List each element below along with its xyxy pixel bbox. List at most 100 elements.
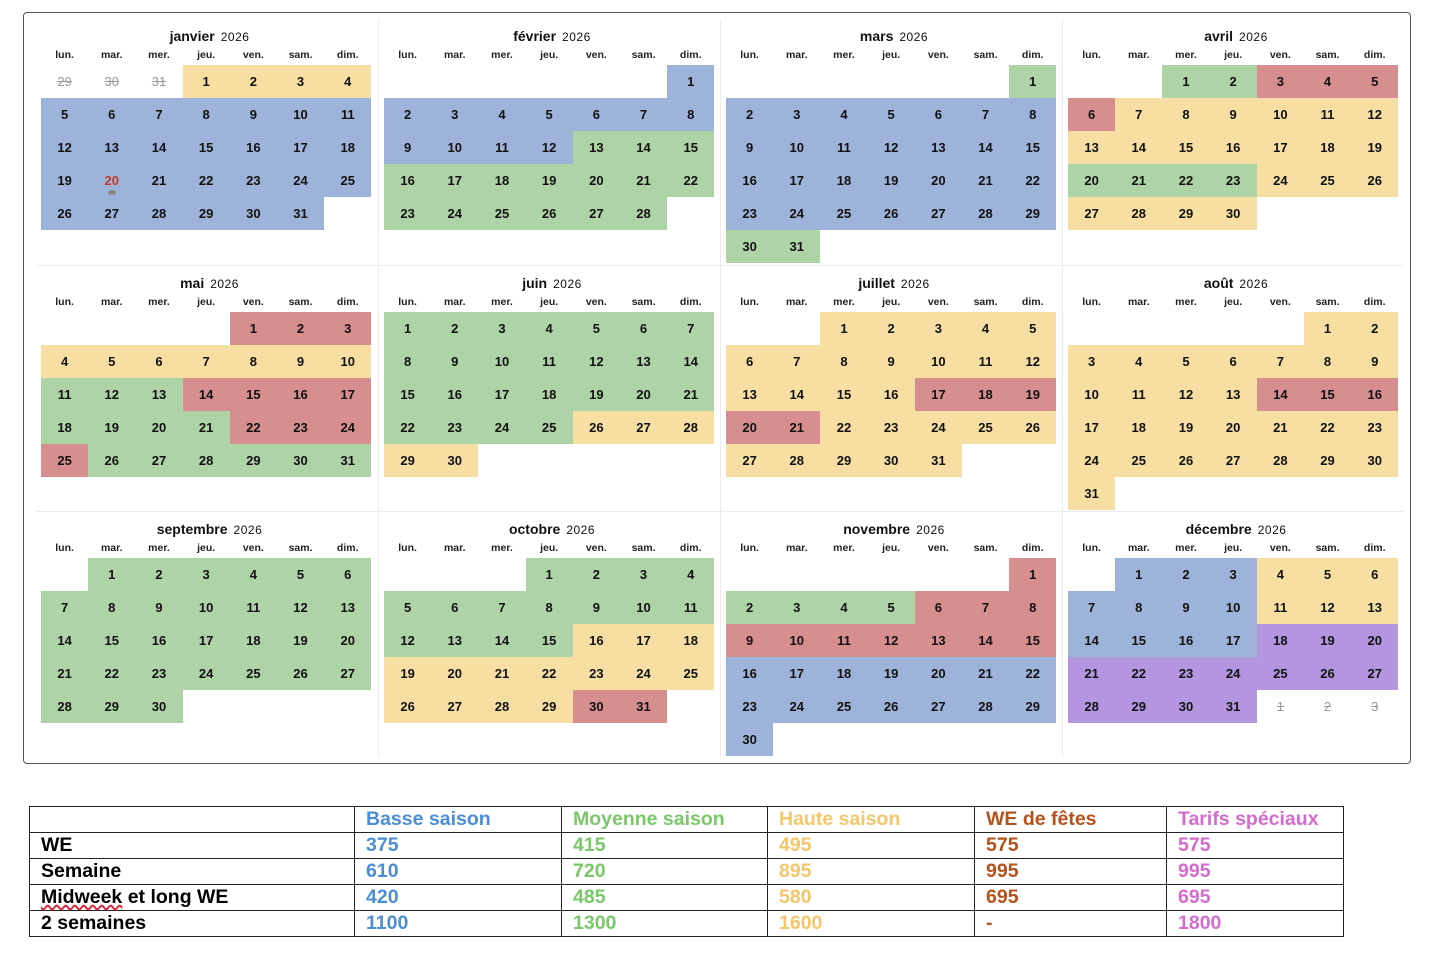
day-cell[interactable]: 28 [182,444,230,477]
day-cell[interactable]: 22 [1115,657,1163,690]
day-cell[interactable]: 11 [1256,591,1304,624]
day-cell[interactable]: 27 [914,690,962,723]
day-cell[interactable]: 5 [1162,345,1210,378]
day-cell[interactable]: 15 [229,378,277,411]
day-cell[interactable]: 16 [135,624,183,657]
day-cell[interactable]: 24 [276,164,325,197]
day-cell[interactable]: 18 [41,411,89,444]
day-cell[interactable]: 25 [667,657,715,690]
day-cell[interactable]: 8 [88,591,136,624]
day-cell[interactable]: 17 [182,624,230,657]
day-cell[interactable]: 1 [667,65,715,98]
day-cell[interactable]: 21 [961,657,1010,690]
day-cell[interactable]: 6 [135,345,183,378]
day-cell[interactable]: 15 [1115,624,1163,657]
day-cell[interactable]: 19 [41,164,89,197]
day-cell[interactable]: 6 [324,558,372,591]
day-cell[interactable]: 12 [525,131,573,164]
day-cell[interactable]: 5 [525,98,573,131]
day-cell[interactable]: 22 [667,164,715,197]
day-cell[interactable]: 22 [384,411,432,444]
day-cell[interactable]: 5 [867,591,915,624]
day-cell[interactable]: 17 [1209,624,1257,657]
day-cell[interactable]: 18 [1115,411,1163,444]
day-cell[interactable]: 3 [1209,558,1257,591]
day-cell[interactable]: 25 [820,197,868,230]
day-cell[interactable]: 11 [41,378,89,411]
day-cell[interactable]: 4 [1115,345,1163,378]
day-cell[interactable]: 10 [1209,591,1257,624]
day-cell[interactable]: 27 [1068,197,1116,230]
day-cell[interactable]: 2 [1351,312,1399,345]
day-cell[interactable]: 25 [324,164,372,197]
day-cell[interactable]: 27 [324,657,372,690]
day-cell[interactable]: 28 [135,197,183,230]
day-cell[interactable]: 28 [667,411,715,444]
day-cell[interactable]: 20 [914,164,962,197]
day-cell[interactable]: 9 [572,591,620,624]
day-cell[interactable]: 4 [820,98,868,131]
day-cell[interactable]: 24 [773,690,821,723]
day-cell[interactable]: 29 [88,690,136,723]
day-cell[interactable]: 28 [773,444,821,477]
day-cell[interactable]: 9 [867,345,915,378]
day-cell[interactable]: 9 [726,624,774,657]
day-cell[interactable]: 25 [961,411,1010,444]
day-cell[interactable]: 24 [478,411,526,444]
day-cell[interactable]: 20 [88,164,136,197]
day-cell[interactable]: 19 [1009,378,1057,411]
day-cell[interactable]: 12 [276,591,325,624]
day-cell[interactable]: 20 [572,164,620,197]
day-cell[interactable]: 4 [1303,65,1352,98]
day-cell[interactable]: 6 [572,98,620,131]
day-cell[interactable]: 27 [914,197,962,230]
day-cell[interactable]: 17 [773,657,821,690]
day-cell[interactable]: 6 [1209,345,1257,378]
day-cell[interactable]: 1 [229,312,277,345]
day-cell[interactable]: 1 [182,65,230,98]
day-cell[interactable]: 8 [182,98,230,131]
day-cell[interactable]: 19 [88,411,136,444]
day-cell[interactable]: 8 [1009,98,1057,131]
day-cell[interactable]: 27 [726,444,774,477]
day-cell[interactable]: 10 [619,591,668,624]
day-cell[interactable]: 21 [41,657,89,690]
day-cell[interactable]: 31 [276,197,325,230]
day-cell[interactable]: 3 [431,98,479,131]
day-cell[interactable]: 7 [1115,98,1163,131]
day-cell[interactable]: 7 [619,98,668,131]
day-cell[interactable]: 21 [1068,657,1116,690]
day-cell[interactable]: 22 [1009,657,1057,690]
day-cell[interactable]: 22 [525,657,573,690]
day-cell[interactable]: 10 [324,345,372,378]
day-cell[interactable]: 13 [726,378,774,411]
day-cell[interactable]: 9 [276,345,325,378]
day-cell[interactable]: 29 [384,444,432,477]
day-cell[interactable]: 27 [88,197,136,230]
day-cell[interactable]: 27 [1209,444,1257,477]
day-cell[interactable]: 23 [1209,164,1257,197]
day-cell[interactable]: 30 [726,723,774,756]
day-cell[interactable]: 31 [773,230,821,263]
day-cell[interactable]: 24 [182,657,230,690]
day-cell[interactable]: 24 [431,197,479,230]
day-cell[interactable]: 21 [182,411,230,444]
day-cell[interactable]: 12 [88,378,136,411]
day-cell[interactable]: 30 [229,197,277,230]
day-cell[interactable]: 27 [135,444,183,477]
day-cell[interactable]: 10 [276,98,325,131]
day-cell[interactable]: 1 [525,558,573,591]
day-cell[interactable]: 30 [1351,444,1399,477]
day-cell[interactable]: 12 [1351,98,1399,131]
day-cell[interactable]: 9 [1209,98,1257,131]
day-cell[interactable]: 15 [88,624,136,657]
day-cell[interactable]: 9 [1162,591,1210,624]
day-cell[interactable]: 18 [324,131,372,164]
day-cell[interactable]: 24 [619,657,668,690]
day-cell[interactable]: 8 [525,591,573,624]
day-cell[interactable]: 20 [1351,624,1399,657]
day-cell[interactable]: 31 [619,690,668,723]
day-cell[interactable]: 29 [1009,197,1057,230]
day-cell[interactable]: 6 [1068,98,1116,131]
day-cell[interactable]: 31 [1209,690,1257,723]
